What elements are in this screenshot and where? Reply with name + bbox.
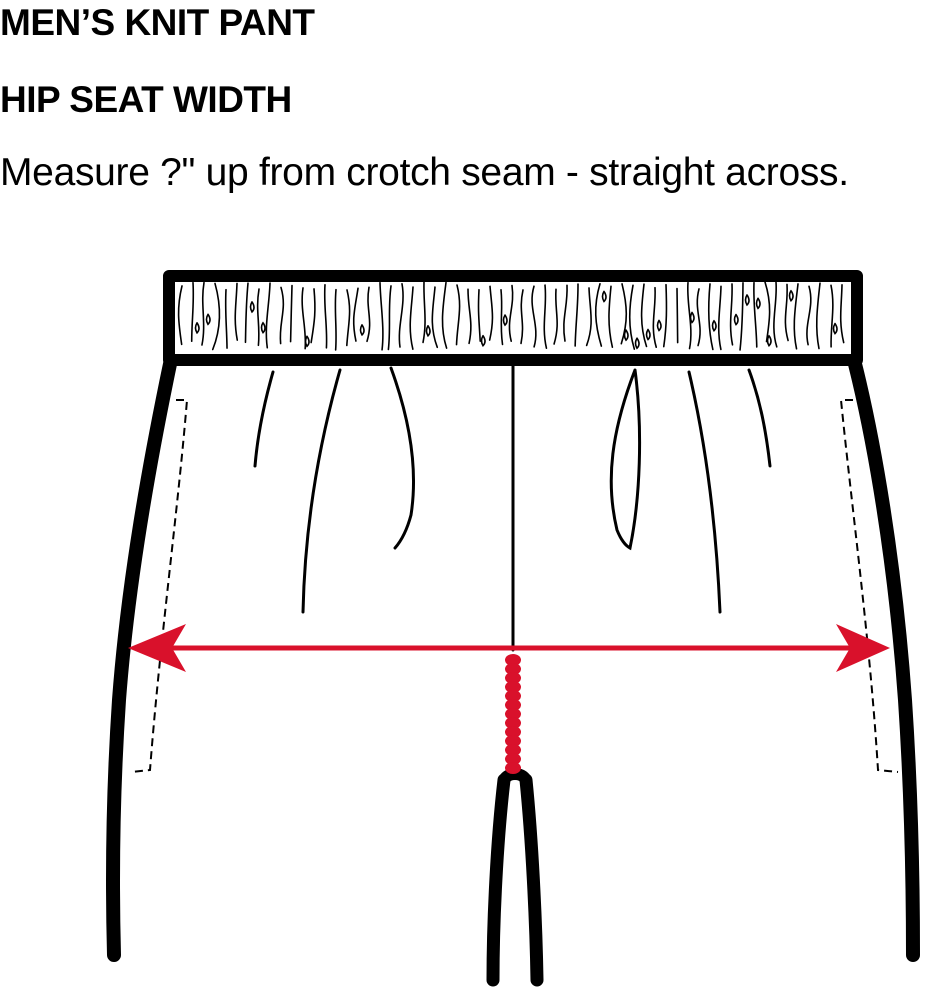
left-side-seam [106,357,177,962]
arrow-right-icon [836,624,890,672]
waistband-elastic-icon [177,281,845,351]
inseam-left [486,773,511,987]
right-side-seam [848,357,920,962]
pockets [130,399,899,773]
inseam-right [519,773,544,987]
product-title: MEN’S KNIT PANT [0,2,315,43]
crotch-join [498,768,532,786]
right-pocket-stitch [839,399,899,773]
measurement-title: HIP SEAT WIDTH [0,79,292,120]
arrow-left-icon [128,624,186,672]
pant-outline [106,354,920,987]
measurement-line [128,624,890,774]
pleat-lines [253,366,772,614]
measurement-instruction: Measure ?" up from crotch seam - straigh… [0,151,849,194]
left-pocket-stitch [130,399,189,773]
crotch-seam-highlight [505,654,521,774]
waistband [163,270,863,366]
